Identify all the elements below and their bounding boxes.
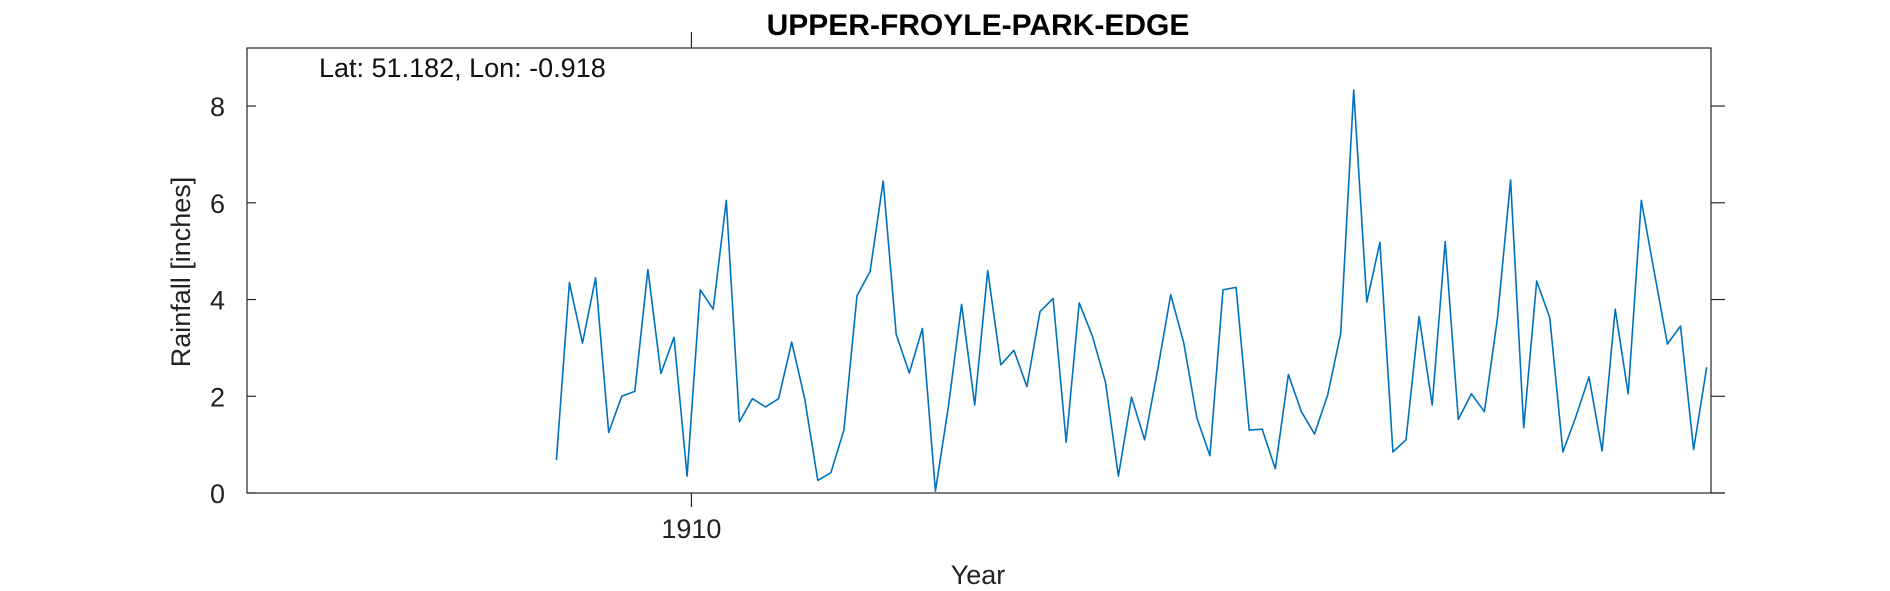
y-tick-label: 8 <box>210 92 225 122</box>
plot-area: 0 2 4 6 8 1910 <box>210 32 1725 544</box>
y-tick-label: 4 <box>210 286 225 316</box>
y-tick-label: 6 <box>210 189 225 219</box>
axes-frame <box>246 47 1712 494</box>
x-tick-label: 1910 <box>661 514 721 544</box>
y-axis-label: Rainfall [inches] <box>166 177 196 368</box>
x-axis-label: Year <box>951 560 1006 590</box>
chart-title: UPPER-FROYLE-PARK-EDGE <box>767 9 1190 42</box>
coordinates-annotation: Lat: 51.182, Lon: -0.918 <box>319 53 606 83</box>
y-tick-label: 0 <box>210 479 225 509</box>
y-tick-label: 2 <box>210 382 225 412</box>
rainfall-series-line <box>555 89 1708 492</box>
